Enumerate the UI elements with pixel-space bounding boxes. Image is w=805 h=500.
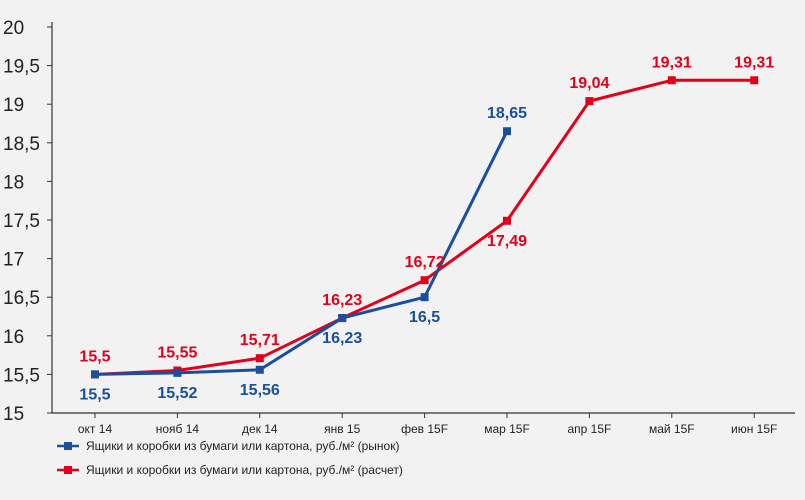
y-tick-label: 18,5 [3,134,40,155]
series-lines [91,76,759,379]
y-tick-label: 20 [3,18,24,39]
data-label: 15,52 [157,385,197,402]
data-point-marker [173,368,182,377]
data-labels: 15,5 15,55 15,71 16,23 16,72 17,49 19,04 19,31 1… [79,54,774,403]
data-point-marker [255,354,264,363]
data-point-marker [338,314,347,323]
y-tick-label: 15 [3,404,24,425]
data-label: 19,04 [569,75,609,92]
legend-swatch-marker [64,442,72,450]
legend-label: Ящики и коробки из бумаги или картона, р… [86,439,399,453]
y-tick-label: 17,5 [3,211,40,232]
data-point-marker [255,365,264,374]
data-point-marker [420,293,429,302]
y-tick-label: 17 [3,250,24,271]
y-tick-label: 16,5 [3,288,40,309]
series-line-1 [94,78,755,376]
y-tick-label: 18 [3,172,24,193]
series-line-0 [94,130,509,376]
x-tick-label: фев 15F [401,422,448,436]
data-point-marker [91,370,99,379]
x-tick-label: окт 14 [78,422,113,436]
data-label: 15,71 [240,332,280,349]
data-label: 16,5 [409,309,440,326]
y-axis-ticks: 15 15,5 16 16,5 17 17,5 18 18,5 19 19,5 20 [3,18,52,425]
data-label: 16,72 [405,254,445,271]
axes [51,22,795,414]
legend: Ящики и коробки из бумаги или картона, р… [57,439,403,477]
data-label: 15,5 [79,386,110,403]
data-point-marker [503,216,511,225]
data-label: 17,49 [487,233,527,250]
data-label: 16,23 [322,292,362,309]
x-tick-label: апр 15F [567,422,611,436]
y-tick-label: 15,5 [3,365,40,386]
data-point-marker [503,127,511,136]
data-point-marker [750,76,759,85]
data-point-marker [667,76,676,85]
data-point-marker [585,97,594,106]
y-tick-label: 19,5 [3,57,40,78]
data-label: 19,31 [734,54,774,71]
data-label: 15,5 [79,348,110,365]
data-point-marker [420,276,429,285]
data-label: 15,56 [240,382,280,399]
x-tick-label: май 15F [649,422,695,436]
x-tick-label: нояб 14 [156,422,200,436]
x-tick-label: мар 15F [484,422,530,436]
x-axis-ticks: окт 14 нояб 14 дек 14 янв 15 фев 15F мар 15F а… [78,413,777,436]
x-tick-label: янв 15 [324,422,361,436]
legend-label: Ящики и коробки из бумаги или картона, р… [86,463,403,477]
y-tick-label: 19 [3,95,24,116]
data-label: 18,65 [487,105,527,122]
data-label: 16,23 [322,330,362,347]
x-tick-label: июн 15F [731,422,777,436]
x-tick-label: дек 14 [242,422,278,436]
legend-swatch-marker [64,466,72,474]
data-label: 19,31 [652,54,692,71]
data-label: 15,55 [157,345,197,362]
y-tick-label: 16 [3,327,24,348]
